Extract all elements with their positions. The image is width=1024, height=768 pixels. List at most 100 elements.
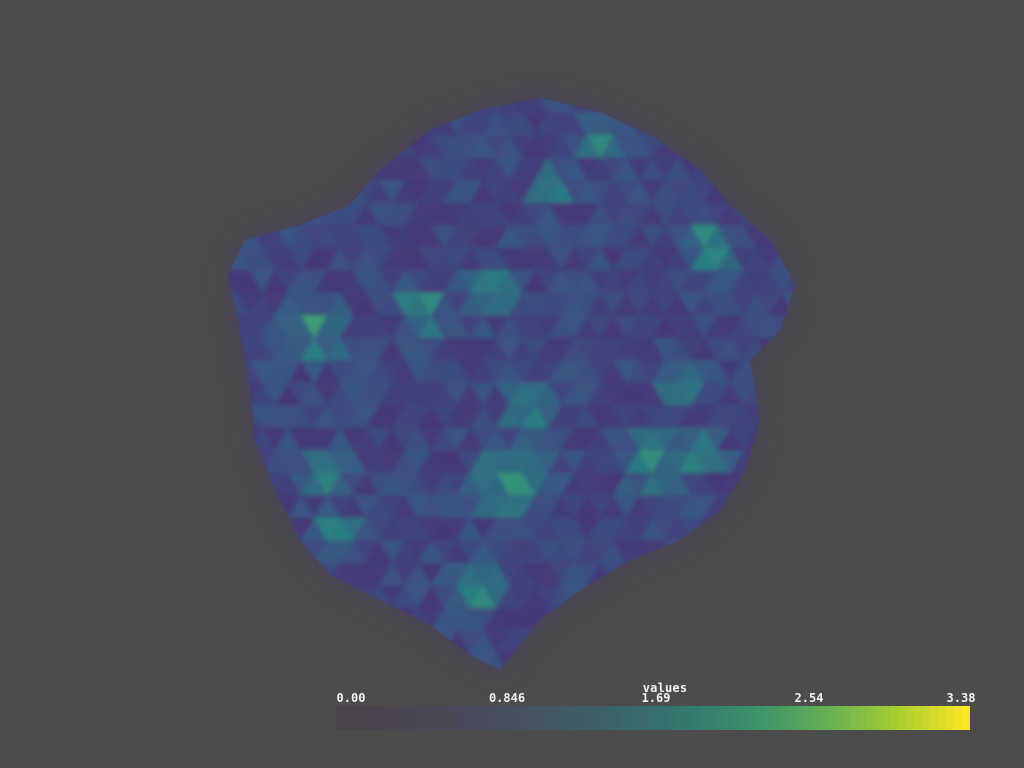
volume-cell	[353, 135, 379, 158]
volume-cell	[626, 180, 652, 203]
volume-cell	[496, 225, 522, 248]
volume-cell	[548, 112, 574, 135]
volume-cell	[197, 585, 223, 608]
volume-cell	[704, 630, 730, 653]
volume-cell	[431, 675, 457, 698]
volume-cell	[288, 270, 314, 293]
colorbar-cell	[692, 706, 702, 730]
volume-cell	[288, 630, 314, 653]
volume-cell	[626, 495, 652, 518]
volume-cell	[366, 180, 392, 203]
colorbar-cell	[510, 706, 519, 730]
volume-cell	[197, 113, 223, 136]
volume-cell	[262, 202, 288, 226]
volume-cell	[366, 247, 392, 271]
volume-cell	[574, 517, 600, 541]
volume-cell	[236, 292, 262, 316]
volume-cell	[639, 585, 665, 608]
volume-cell	[522, 652, 548, 670]
volume-cell	[275, 652, 301, 670]
volume-cell	[444, 225, 470, 248]
volume-cell	[782, 315, 795, 338]
volume-cell	[730, 112, 756, 135]
volume-cell	[496, 607, 522, 631]
volume-cell	[652, 495, 678, 518]
colorbar-cell	[748, 706, 757, 730]
volume-cell	[665, 607, 691, 631]
volume-cell	[392, 495, 418, 518]
volume-cell	[228, 98, 249, 113]
volume-cell	[600, 517, 626, 541]
volume-cell	[769, 675, 795, 698]
volume-cell	[639, 270, 665, 293]
volume-cell	[782, 585, 795, 608]
volume-cell	[730, 585, 756, 608]
volume-cell	[769, 135, 795, 158]
volume-cell	[795, 563, 821, 586]
volume-cell	[262, 652, 288, 670]
volume-cell	[587, 405, 613, 428]
volume-cell	[262, 135, 288, 158]
volume-cell	[405, 360, 431, 383]
volume-cell	[535, 337, 561, 361]
colorbar-cell	[827, 706, 836, 730]
volume-cell	[691, 337, 717, 361]
volume-cell	[392, 472, 418, 496]
volume-cell	[340, 427, 366, 451]
volume-cell	[431, 225, 457, 248]
volume-cell	[496, 562, 522, 586]
volume-cell	[340, 450, 366, 473]
colorbar-cell	[470, 706, 480, 730]
volume-cell	[626, 292, 652, 316]
volume-cell	[600, 135, 626, 158]
volume-cell	[262, 562, 288, 586]
volume-cell	[366, 562, 392, 586]
volume-cell	[613, 270, 639, 293]
volume-cell	[561, 427, 587, 451]
volume-cell	[327, 427, 353, 451]
volume-cell	[717, 157, 743, 181]
volume-cell	[275, 630, 301, 653]
volume-cell	[236, 495, 262, 518]
volume-cell	[314, 540, 340, 563]
volume-cell	[483, 292, 509, 316]
volume-cell	[444, 382, 470, 406]
colorbar-cell	[874, 706, 884, 730]
volume-cell	[613, 630, 639, 653]
volume-cell	[561, 270, 587, 293]
volume-cell	[665, 517, 691, 541]
volume-cell	[756, 135, 782, 158]
volume-cell	[587, 202, 613, 226]
volume-cell	[249, 247, 275, 271]
volume-cell	[483, 337, 509, 361]
volume-cell	[470, 360, 496, 383]
volume-cell	[366, 382, 392, 406]
volume-cell	[704, 562, 730, 586]
volume-cell	[444, 270, 470, 293]
volume-cell	[730, 630, 756, 653]
volume-cell	[665, 540, 691, 563]
volume-cell	[717, 652, 743, 670]
volume-cell	[444, 360, 470, 383]
volume-cell	[717, 630, 743, 653]
volume-cell	[600, 225, 626, 248]
volume-cell	[808, 428, 834, 451]
volume-cell	[652, 157, 678, 181]
volume-cell	[652, 607, 678, 631]
colorbar-cell	[557, 706, 567, 730]
volume-cell	[730, 427, 756, 451]
volume-cell	[535, 135, 561, 158]
volume-cell	[366, 98, 392, 113]
volume-cell	[522, 157, 548, 181]
colorbar-cell	[581, 706, 591, 730]
volume-cell	[665, 630, 691, 653]
volume-cell	[470, 382, 496, 406]
volume-cell	[652, 292, 678, 316]
volume-cell	[782, 472, 795, 496]
volume-cell	[405, 382, 431, 406]
volume-cell	[743, 607, 769, 631]
volume-cell	[548, 292, 574, 316]
volume-cell	[236, 202, 262, 226]
volume-cell	[639, 630, 665, 653]
